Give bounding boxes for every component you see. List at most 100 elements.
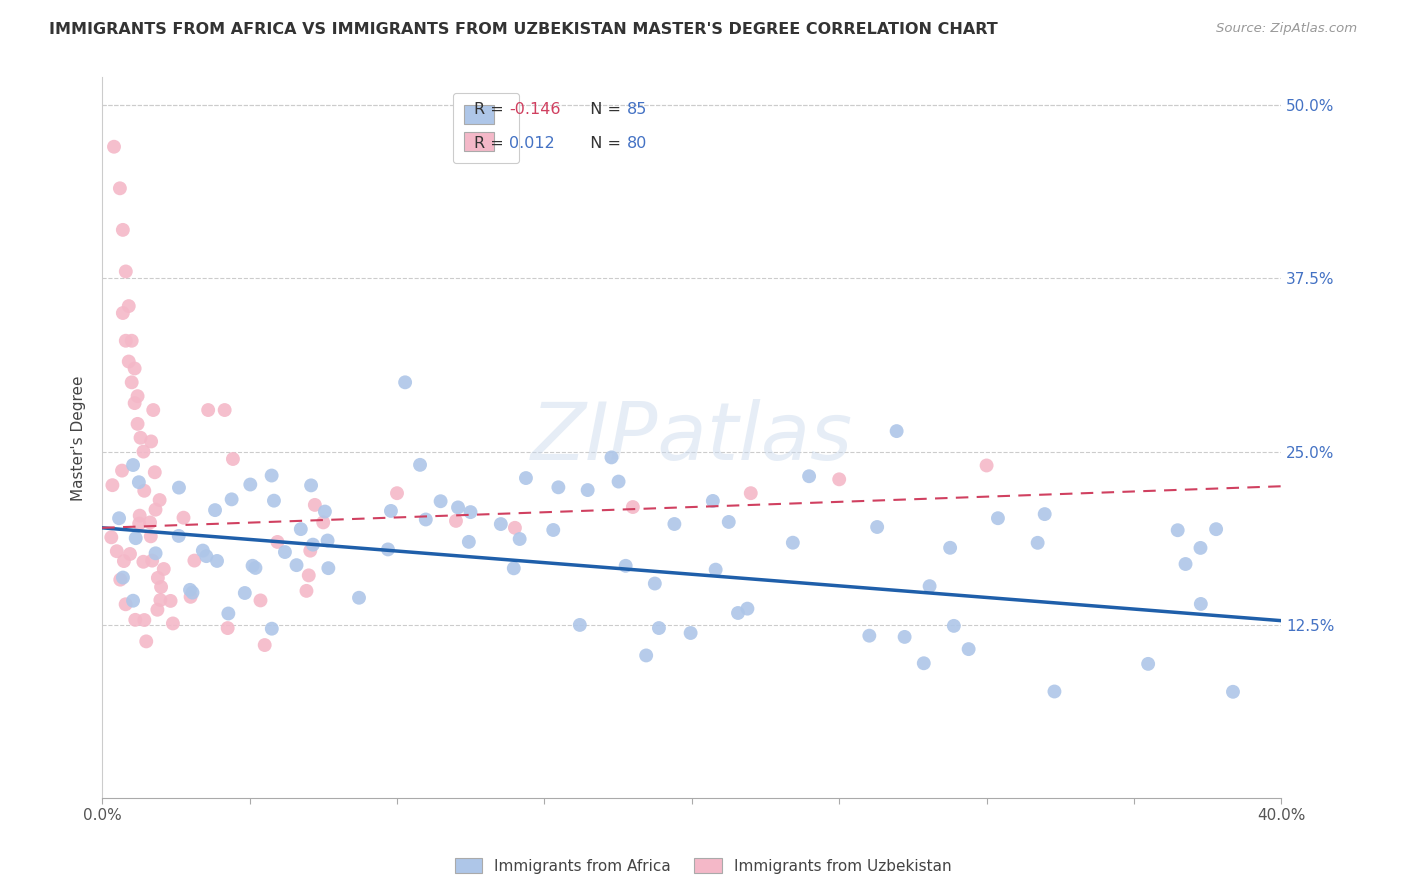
- Point: [1174, 557, 1197, 571]
- Point: [204, 503, 226, 517]
- Point: [614, 558, 637, 573]
- Point: [299, 543, 322, 558]
- Point: [253, 638, 276, 652]
- Point: [143, 465, 166, 479]
- Point: [285, 558, 308, 573]
- Point: [460, 505, 482, 519]
- Point: [912, 657, 935, 671]
- Point: [135, 634, 157, 648]
- Point: [1189, 597, 1212, 611]
- Point: [893, 630, 915, 644]
- Point: [167, 529, 190, 543]
- Text: ZIPatlas: ZIPatlas: [530, 399, 853, 476]
- Point: [489, 517, 512, 532]
- Point: [127, 417, 149, 431]
- Point: [150, 580, 173, 594]
- Legend: Immigrants from Africa, Immigrants from Uzbekistan: Immigrants from Africa, Immigrants from …: [449, 852, 957, 880]
- Point: [1167, 523, 1189, 537]
- Point: [118, 299, 141, 313]
- Point: [429, 494, 451, 508]
- Point: [918, 579, 941, 593]
- Text: 85: 85: [627, 103, 647, 118]
- Legend: , : ,: [453, 93, 519, 163]
- Point: [304, 498, 326, 512]
- Point: [263, 493, 285, 508]
- Point: [128, 516, 150, 531]
- Point: [347, 591, 370, 605]
- Point: [221, 492, 243, 507]
- Point: [239, 477, 262, 491]
- Point: [124, 396, 146, 410]
- Point: [316, 533, 339, 548]
- Point: [509, 532, 531, 546]
- Point: [112, 554, 135, 568]
- Point: [149, 593, 172, 607]
- Point: [444, 514, 467, 528]
- Point: [249, 593, 271, 607]
- Point: [976, 458, 998, 473]
- Point: [1043, 684, 1066, 698]
- Point: [858, 629, 880, 643]
- Point: [266, 535, 288, 549]
- Point: [664, 516, 686, 531]
- Point: [132, 555, 155, 569]
- Point: [197, 403, 219, 417]
- Point: [312, 516, 335, 530]
- Point: [139, 516, 162, 530]
- Point: [260, 622, 283, 636]
- Point: [957, 642, 980, 657]
- Point: [318, 561, 340, 575]
- Point: [122, 593, 145, 607]
- Point: [568, 618, 591, 632]
- Point: [290, 522, 312, 536]
- Point: [245, 561, 267, 575]
- Point: [118, 354, 141, 368]
- Point: [205, 554, 228, 568]
- Point: [515, 471, 537, 485]
- Point: [727, 606, 749, 620]
- Point: [124, 613, 146, 627]
- Text: 0.012: 0.012: [509, 136, 555, 152]
- Point: [105, 544, 128, 558]
- Point: [717, 515, 740, 529]
- Point: [295, 583, 318, 598]
- Point: [415, 512, 437, 526]
- Point: [118, 547, 141, 561]
- Point: [274, 545, 297, 559]
- Point: [183, 553, 205, 567]
- Point: [121, 376, 143, 390]
- Point: [129, 431, 152, 445]
- Point: [1189, 541, 1212, 555]
- Point: [134, 483, 156, 498]
- Point: [111, 223, 134, 237]
- Point: [217, 621, 239, 635]
- Point: [302, 538, 325, 552]
- Point: [502, 561, 524, 575]
- Point: [132, 444, 155, 458]
- Point: [159, 594, 181, 608]
- Point: [385, 486, 408, 500]
- Point: [797, 469, 820, 483]
- Point: [409, 458, 432, 472]
- Point: [217, 607, 239, 621]
- Point: [987, 511, 1010, 525]
- Point: [152, 562, 174, 576]
- Point: [939, 541, 962, 555]
- Text: IMMIGRANTS FROM AFRICA VS IMMIGRANTS FROM UZBEKISTAN MASTER'S DEGREE CORRELATION: IMMIGRANTS FROM AFRICA VS IMMIGRANTS FRO…: [49, 22, 998, 37]
- Point: [1222, 685, 1244, 699]
- Point: [600, 450, 623, 465]
- Point: [101, 478, 124, 492]
- Point: [124, 361, 146, 376]
- Point: [702, 494, 724, 508]
- Point: [114, 334, 136, 348]
- Point: [108, 181, 131, 195]
- Point: [828, 472, 851, 486]
- Point: [114, 264, 136, 278]
- Point: [222, 452, 245, 467]
- Point: [103, 139, 125, 153]
- Point: [1205, 522, 1227, 536]
- Text: N =: N =: [579, 103, 626, 118]
- Point: [679, 626, 702, 640]
- Point: [298, 568, 321, 582]
- Point: [111, 464, 134, 478]
